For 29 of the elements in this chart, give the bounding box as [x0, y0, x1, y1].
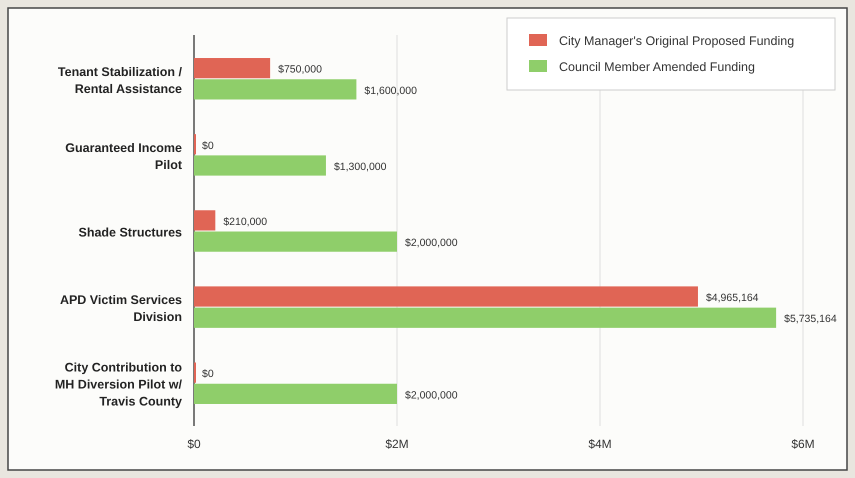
- bar: [194, 79, 356, 100]
- x-tick-label: $0: [187, 437, 201, 451]
- legend-label: Council Member Amended Funding: [559, 60, 755, 74]
- x-tick-label: $4M: [588, 437, 612, 451]
- data-label: $4,965,164: [706, 292, 759, 304]
- bar: [194, 232, 397, 252]
- data-label: $0: [202, 140, 214, 152]
- y-tick-label: City Contribution to MH Diversion Pilot w/ Travis County: [54, 360, 183, 409]
- x-tick-label: $6M: [791, 437, 815, 451]
- data-label: $0: [202, 368, 214, 380]
- bar: [194, 384, 397, 404]
- y-tick-label: APD Victim Services Division: [60, 293, 182, 324]
- bar: [194, 308, 776, 328]
- bar: [194, 210, 216, 230]
- data-label: $2,000,000: [405, 389, 458, 402]
- y-tick-label: Tenant Stabilization / Rental Assistance: [58, 64, 183, 96]
- data-label: $750,000: [278, 64, 322, 76]
- y-tick-label: Shade Structures: [78, 226, 182, 240]
- bar: [194, 286, 698, 307]
- data-label: $1,300,000: [334, 160, 387, 173]
- data-label: $210,000: [223, 216, 268, 228]
- legend-label: City Manager's Original Proposed Funding: [559, 34, 794, 48]
- x-tick-label: $2M: [385, 437, 409, 451]
- bar: [194, 155, 326, 176]
- data-label: $2,000,000: [405, 237, 458, 250]
- bar: [194, 58, 270, 78]
- data-label: $5,735,164: [784, 313, 837, 326]
- y-tick-label: Guaranteed Income Pilot: [65, 140, 183, 172]
- data-label: $1,600,000: [364, 84, 418, 97]
